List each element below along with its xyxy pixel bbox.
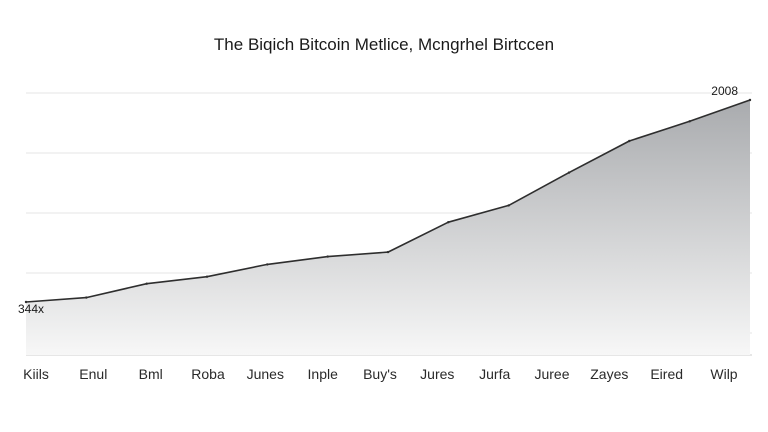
x-tick-label: Jurfa xyxy=(479,366,510,382)
x-tick-label: Wilp xyxy=(710,366,737,382)
x-tick-label: Roba xyxy=(191,366,225,382)
start-value-label: 344x xyxy=(18,302,44,316)
x-axis-tick-labels: Kiils Enul Bml Roba Junes Inple Buy's Jures Jurf… xyxy=(23,366,738,382)
data-point-11 xyxy=(628,139,631,143)
x-tick-label: Enul xyxy=(79,366,107,382)
data-point-13 xyxy=(748,98,752,102)
data-point-4 xyxy=(205,275,209,278)
data-point-10 xyxy=(567,171,571,174)
series-line-group xyxy=(24,98,752,304)
data-point-9 xyxy=(507,204,510,207)
end-value-label: 2008 xyxy=(711,84,738,98)
x-tick-label: Eired xyxy=(650,366,683,382)
series-area-fill xyxy=(26,100,750,355)
x-tick-label: Juree xyxy=(534,366,569,382)
data-point-8 xyxy=(447,221,450,224)
area-fill-group xyxy=(26,100,750,355)
data-point-1 xyxy=(24,300,28,304)
data-point-12 xyxy=(688,120,691,123)
data-point-7 xyxy=(386,250,390,254)
data-point-3 xyxy=(145,282,148,285)
chart-title: The Biqich Bitcoin Metlice, Mcngrhel Bir… xyxy=(214,35,554,54)
x-tick-label: Zayes xyxy=(590,366,628,382)
data-point-6 xyxy=(326,255,329,258)
x-tick-label: Jures xyxy=(420,366,454,382)
x-tick-label: Kiils xyxy=(23,366,49,382)
data-point-2 xyxy=(85,296,88,299)
x-tick-label: Inple xyxy=(308,366,339,382)
x-tick-label: Junes xyxy=(247,366,284,382)
data-point-5 xyxy=(266,263,269,266)
x-tick-label: Buy's xyxy=(363,366,397,382)
x-tick-label: Bml xyxy=(139,366,163,382)
